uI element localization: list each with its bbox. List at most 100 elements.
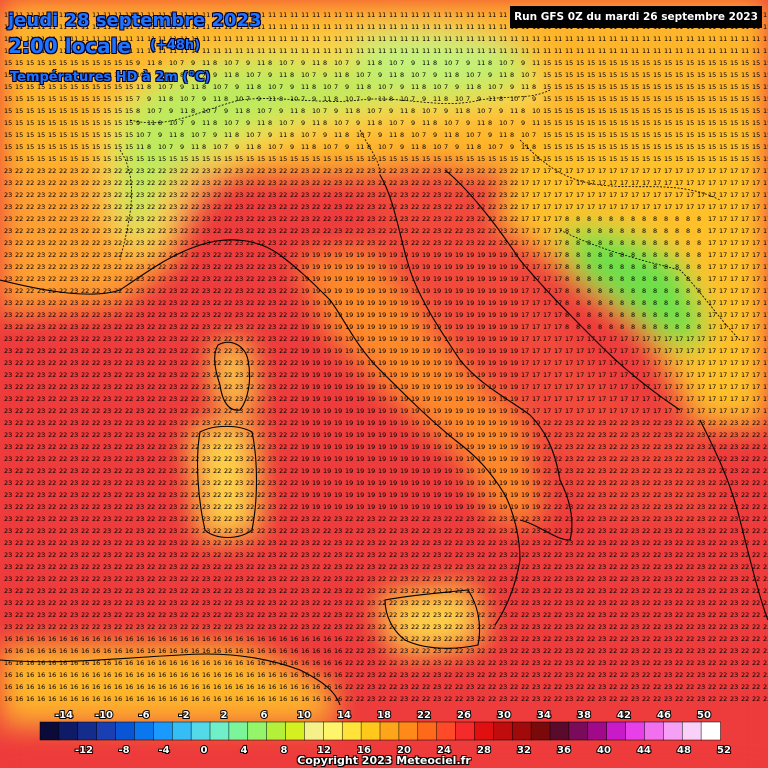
svg-text:17: 17 [730, 359, 738, 367]
svg-text:17: 17 [543, 167, 551, 175]
svg-text:16: 16 [37, 683, 45, 691]
svg-text:19: 19 [323, 287, 331, 295]
svg-text:19: 19 [477, 311, 485, 319]
svg-text:19: 19 [378, 455, 386, 463]
svg-text:17: 17 [642, 407, 650, 415]
svg-text:15: 15 [741, 107, 749, 115]
svg-text:22: 22 [48, 515, 56, 523]
svg-text:16: 16 [147, 683, 155, 691]
svg-text:8: 8 [202, 83, 206, 91]
svg-text:22: 22 [378, 599, 386, 607]
svg-text:7: 7 [345, 59, 349, 67]
svg-text:23: 23 [268, 371, 276, 379]
svg-text:22: 22 [224, 515, 232, 523]
svg-text:19: 19 [444, 479, 452, 487]
svg-text:19: 19 [367, 275, 375, 283]
svg-text:11: 11 [213, 47, 221, 55]
svg-text:15: 15 [125, 71, 133, 79]
svg-text:19: 19 [301, 419, 309, 427]
svg-text:23: 23 [37, 311, 45, 319]
svg-text:19: 19 [466, 479, 474, 487]
svg-text:16: 16 [103, 683, 111, 691]
svg-text:19: 19 [532, 479, 540, 487]
svg-text:22: 22 [719, 695, 727, 703]
svg-text:15: 15 [565, 59, 573, 67]
svg-text:22: 22 [59, 527, 67, 535]
svg-text:19: 19 [488, 443, 496, 451]
colorbar-bottom-label: -4 [158, 745, 169, 756]
svg-text:8: 8 [664, 263, 668, 271]
svg-text:19: 19 [334, 275, 342, 283]
svg-text:23: 23 [301, 563, 309, 571]
svg-text:11: 11 [334, 131, 342, 139]
svg-text:22: 22 [114, 239, 122, 247]
svg-text:22: 22 [224, 503, 232, 511]
svg-text:11: 11 [257, 119, 265, 127]
svg-text:16: 16 [114, 695, 122, 703]
svg-text:15: 15 [752, 119, 760, 127]
svg-text:16: 16 [103, 635, 111, 643]
svg-text:8: 8 [576, 311, 580, 319]
svg-text:22: 22 [81, 455, 89, 463]
svg-text:17: 17 [741, 311, 749, 319]
svg-text:8: 8 [587, 251, 591, 259]
colorbar-swatch [153, 721, 173, 741]
svg-text:19: 19 [356, 299, 364, 307]
svg-text:22: 22 [180, 275, 188, 283]
colorbar-top-label: 42 [617, 710, 631, 721]
svg-text:16: 16 [59, 635, 67, 643]
svg-text:9: 9 [488, 131, 492, 139]
svg-text:16: 16 [26, 635, 34, 643]
svg-text:23: 23 [532, 659, 540, 667]
svg-text:19: 19 [312, 443, 320, 451]
svg-text:15: 15 [37, 71, 45, 79]
svg-text:22: 22 [158, 527, 166, 535]
svg-text:23: 23 [664, 539, 672, 547]
svg-text:23: 23 [37, 563, 45, 571]
svg-text:22: 22 [48, 347, 56, 355]
svg-text:23: 23 [136, 239, 144, 247]
svg-text:19: 19 [400, 359, 408, 367]
svg-text:19: 19 [389, 347, 397, 355]
svg-text:17: 17 [763, 239, 768, 247]
svg-text:15: 15 [708, 95, 716, 103]
svg-text:15: 15 [719, 59, 727, 67]
svg-text:22: 22 [279, 587, 287, 595]
svg-text:19: 19 [411, 335, 419, 343]
colorbar-swatch [77, 721, 98, 741]
svg-text:17: 17 [543, 239, 551, 247]
svg-text:15: 15 [103, 95, 111, 103]
svg-text:22: 22 [554, 647, 562, 655]
colorbar-bottom-label: 36 [557, 745, 571, 756]
svg-text:10: 10 [334, 59, 342, 67]
svg-text:22: 22 [125, 359, 133, 367]
svg-text:19: 19 [389, 455, 397, 463]
svg-text:23: 23 [400, 167, 408, 175]
svg-text:9: 9 [433, 131, 437, 139]
svg-text:22: 22 [675, 587, 683, 595]
svg-text:8: 8 [620, 299, 624, 307]
svg-text:23: 23 [565, 659, 573, 667]
svg-text:22: 22 [213, 527, 221, 535]
svg-text:8: 8 [686, 227, 690, 235]
svg-text:22: 22 [488, 659, 496, 667]
svg-text:7: 7 [180, 119, 184, 127]
svg-text:7: 7 [499, 143, 503, 151]
svg-text:23: 23 [268, 167, 276, 175]
svg-text:23: 23 [433, 587, 441, 595]
svg-text:22: 22 [290, 275, 298, 283]
svg-text:23: 23 [367, 647, 375, 655]
svg-text:23: 23 [433, 527, 441, 535]
svg-text:22: 22 [356, 227, 364, 235]
svg-text:23: 23 [202, 263, 210, 271]
svg-text:22: 22 [686, 635, 694, 643]
svg-text:19: 19 [301, 359, 309, 367]
svg-text:22: 22 [323, 203, 331, 211]
svg-text:22: 22 [15, 407, 23, 415]
svg-text:17: 17 [741, 275, 749, 283]
svg-text:23: 23 [136, 575, 144, 583]
svg-text:19: 19 [422, 251, 430, 259]
svg-text:22: 22 [158, 515, 166, 523]
svg-text:22: 22 [114, 515, 122, 523]
svg-text:11: 11 [455, 47, 463, 55]
